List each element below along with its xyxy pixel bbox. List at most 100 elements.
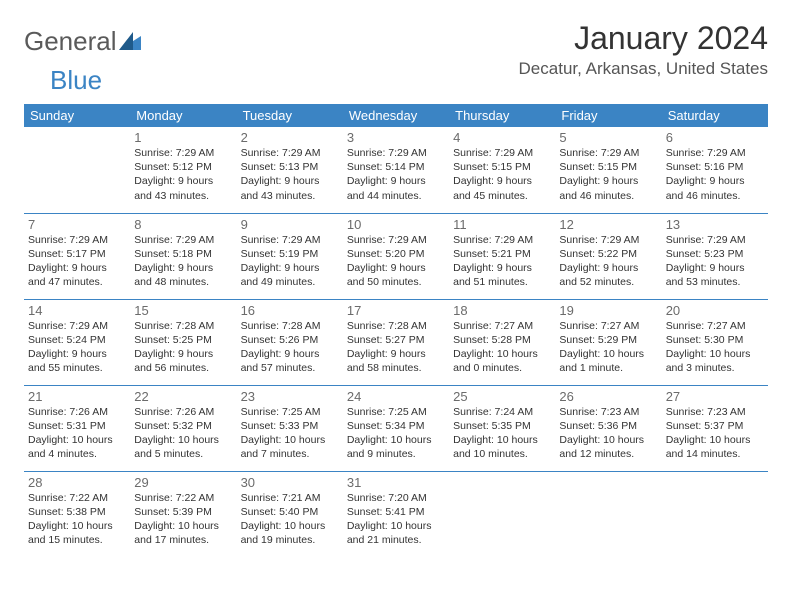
day-info: Sunrise: 7:23 AMSunset: 5:37 PMDaylight:…	[666, 405, 764, 462]
day-number: 26	[559, 389, 657, 404]
weekday-header: Friday	[555, 104, 661, 127]
day-info: Sunrise: 7:27 AMSunset: 5:30 PMDaylight:…	[666, 319, 764, 376]
day-number: 5	[559, 130, 657, 145]
day-number: 12	[559, 217, 657, 232]
day-info: Sunrise: 7:29 AMSunset: 5:15 PMDaylight:…	[559, 146, 657, 203]
weekday-header: Tuesday	[237, 104, 343, 127]
calendar-day-cell: 17Sunrise: 7:28 AMSunset: 5:27 PMDayligh…	[343, 299, 449, 385]
calendar-day-cell: 1Sunrise: 7:29 AMSunset: 5:12 PMDaylight…	[130, 127, 236, 213]
day-number: 11	[453, 217, 551, 232]
day-info: Sunrise: 7:29 AMSunset: 5:18 PMDaylight:…	[134, 233, 232, 290]
calendar-table: SundayMondayTuesdayWednesdayThursdayFrid…	[24, 104, 768, 557]
calendar-day-cell: 24Sunrise: 7:25 AMSunset: 5:34 PMDayligh…	[343, 385, 449, 471]
calendar-body: 1Sunrise: 7:29 AMSunset: 5:12 PMDaylight…	[24, 127, 768, 557]
calendar-row: 14Sunrise: 7:29 AMSunset: 5:24 PMDayligh…	[24, 299, 768, 385]
calendar-empty-cell	[24, 127, 130, 213]
day-number: 31	[347, 475, 445, 490]
day-number: 8	[134, 217, 232, 232]
calendar-day-cell: 12Sunrise: 7:29 AMSunset: 5:22 PMDayligh…	[555, 213, 661, 299]
calendar-day-cell: 11Sunrise: 7:29 AMSunset: 5:21 PMDayligh…	[449, 213, 555, 299]
calendar-day-cell: 21Sunrise: 7:26 AMSunset: 5:31 PMDayligh…	[24, 385, 130, 471]
day-number: 2	[241, 130, 339, 145]
day-info: Sunrise: 7:29 AMSunset: 5:13 PMDaylight:…	[241, 146, 339, 203]
calendar-day-cell: 18Sunrise: 7:27 AMSunset: 5:28 PMDayligh…	[449, 299, 555, 385]
day-number: 24	[347, 389, 445, 404]
day-number: 1	[134, 130, 232, 145]
calendar-day-cell: 9Sunrise: 7:29 AMSunset: 5:19 PMDaylight…	[237, 213, 343, 299]
day-info: Sunrise: 7:29 AMSunset: 5:24 PMDaylight:…	[28, 319, 126, 376]
calendar-day-cell: 27Sunrise: 7:23 AMSunset: 5:37 PMDayligh…	[662, 385, 768, 471]
calendar-day-cell: 3Sunrise: 7:29 AMSunset: 5:14 PMDaylight…	[343, 127, 449, 213]
day-number: 6	[666, 130, 764, 145]
day-number: 23	[241, 389, 339, 404]
calendar-day-cell: 31Sunrise: 7:20 AMSunset: 5:41 PMDayligh…	[343, 471, 449, 557]
calendar-day-cell: 20Sunrise: 7:27 AMSunset: 5:30 PMDayligh…	[662, 299, 768, 385]
day-info: Sunrise: 7:22 AMSunset: 5:38 PMDaylight:…	[28, 491, 126, 548]
day-info: Sunrise: 7:28 AMSunset: 5:25 PMDaylight:…	[134, 319, 232, 376]
day-number: 13	[666, 217, 764, 232]
day-info: Sunrise: 7:25 AMSunset: 5:34 PMDaylight:…	[347, 405, 445, 462]
calendar-day-cell: 14Sunrise: 7:29 AMSunset: 5:24 PMDayligh…	[24, 299, 130, 385]
day-info: Sunrise: 7:26 AMSunset: 5:31 PMDaylight:…	[28, 405, 126, 462]
day-info: Sunrise: 7:29 AMSunset: 5:14 PMDaylight:…	[347, 146, 445, 203]
day-number: 25	[453, 389, 551, 404]
calendar-row: 21Sunrise: 7:26 AMSunset: 5:31 PMDayligh…	[24, 385, 768, 471]
month-title: January 2024	[519, 20, 768, 57]
day-number: 14	[28, 303, 126, 318]
day-info: Sunrise: 7:29 AMSunset: 5:20 PMDaylight:…	[347, 233, 445, 290]
day-info: Sunrise: 7:27 AMSunset: 5:28 PMDaylight:…	[453, 319, 551, 376]
day-info: Sunrise: 7:29 AMSunset: 5:19 PMDaylight:…	[241, 233, 339, 290]
calendar-day-cell: 23Sunrise: 7:25 AMSunset: 5:33 PMDayligh…	[237, 385, 343, 471]
day-info: Sunrise: 7:29 AMSunset: 5:23 PMDaylight:…	[666, 233, 764, 290]
calendar-day-cell: 7Sunrise: 7:29 AMSunset: 5:17 PMDaylight…	[24, 213, 130, 299]
logo-text-general: General	[24, 26, 117, 57]
weekday-header: Saturday	[662, 104, 768, 127]
day-number: 4	[453, 130, 551, 145]
calendar-row: 1Sunrise: 7:29 AMSunset: 5:12 PMDaylight…	[24, 127, 768, 213]
day-info: Sunrise: 7:29 AMSunset: 5:17 PMDaylight:…	[28, 233, 126, 290]
calendar-day-cell: 8Sunrise: 7:29 AMSunset: 5:18 PMDaylight…	[130, 213, 236, 299]
day-info: Sunrise: 7:25 AMSunset: 5:33 PMDaylight:…	[241, 405, 339, 462]
day-number: 27	[666, 389, 764, 404]
day-number: 29	[134, 475, 232, 490]
calendar-day-cell: 15Sunrise: 7:28 AMSunset: 5:25 PMDayligh…	[130, 299, 236, 385]
weekday-header-row: SundayMondayTuesdayWednesdayThursdayFrid…	[24, 104, 768, 127]
day-info: Sunrise: 7:29 AMSunset: 5:16 PMDaylight:…	[666, 146, 764, 203]
day-info: Sunrise: 7:21 AMSunset: 5:40 PMDaylight:…	[241, 491, 339, 548]
day-number: 15	[134, 303, 232, 318]
day-info: Sunrise: 7:22 AMSunset: 5:39 PMDaylight:…	[134, 491, 232, 548]
calendar-empty-cell	[449, 471, 555, 557]
calendar-day-cell: 6Sunrise: 7:29 AMSunset: 5:16 PMDaylight…	[662, 127, 768, 213]
day-number: 30	[241, 475, 339, 490]
weekday-header: Monday	[130, 104, 236, 127]
calendar-day-cell: 2Sunrise: 7:29 AMSunset: 5:13 PMDaylight…	[237, 127, 343, 213]
weekday-header: Sunday	[24, 104, 130, 127]
calendar-empty-cell	[662, 471, 768, 557]
day-number: 18	[453, 303, 551, 318]
calendar-row: 28Sunrise: 7:22 AMSunset: 5:38 PMDayligh…	[24, 471, 768, 557]
weekday-header: Thursday	[449, 104, 555, 127]
calendar-day-cell: 16Sunrise: 7:28 AMSunset: 5:26 PMDayligh…	[237, 299, 343, 385]
day-info: Sunrise: 7:20 AMSunset: 5:41 PMDaylight:…	[347, 491, 445, 548]
day-number: 19	[559, 303, 657, 318]
day-number: 22	[134, 389, 232, 404]
day-number: 17	[347, 303, 445, 318]
calendar-day-cell: 25Sunrise: 7:24 AMSunset: 5:35 PMDayligh…	[449, 385, 555, 471]
calendar-day-cell: 30Sunrise: 7:21 AMSunset: 5:40 PMDayligh…	[237, 471, 343, 557]
day-info: Sunrise: 7:24 AMSunset: 5:35 PMDaylight:…	[453, 405, 551, 462]
calendar-row: 7Sunrise: 7:29 AMSunset: 5:17 PMDaylight…	[24, 213, 768, 299]
calendar-day-cell: 4Sunrise: 7:29 AMSunset: 5:15 PMDaylight…	[449, 127, 555, 213]
logo: General	[24, 20, 141, 57]
day-number: 16	[241, 303, 339, 318]
weekday-header: Wednesday	[343, 104, 449, 127]
day-info: Sunrise: 7:29 AMSunset: 5:12 PMDaylight:…	[134, 146, 232, 203]
day-number: 9	[241, 217, 339, 232]
day-number: 10	[347, 217, 445, 232]
day-number: 20	[666, 303, 764, 318]
day-info: Sunrise: 7:27 AMSunset: 5:29 PMDaylight:…	[559, 319, 657, 376]
calendar-empty-cell	[555, 471, 661, 557]
day-info: Sunrise: 7:29 AMSunset: 5:15 PMDaylight:…	[453, 146, 551, 203]
day-info: Sunrise: 7:26 AMSunset: 5:32 PMDaylight:…	[134, 405, 232, 462]
calendar-day-cell: 13Sunrise: 7:29 AMSunset: 5:23 PMDayligh…	[662, 213, 768, 299]
day-number: 7	[28, 217, 126, 232]
